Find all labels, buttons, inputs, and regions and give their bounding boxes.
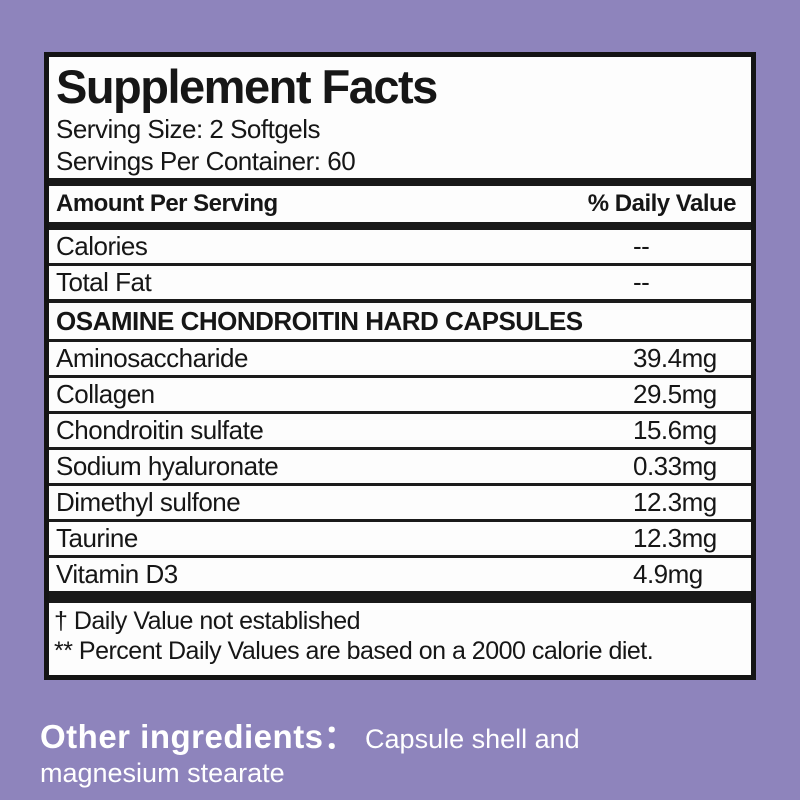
row-value: -- [633,267,650,297]
footnote-line: ** Percent Daily Values are based on a 2… [54,636,654,665]
footnotes: † Daily Value not established ** Percent… [49,603,751,675]
other-ingredients-label: Other ingredients： [40,718,358,755]
row-name: Chondroitin sulfate [56,415,264,445]
footnote-line: † Daily Value not established [54,607,361,635]
table-row: Collagen 29.5mg [49,375,751,411]
panel-title: Supplement Facts [56,60,438,113]
section-header: OSAMINE CHONDROITIN HARD CAPSULES [49,303,751,342]
table-row: Sodium hyaluronate 0.33mg [49,447,751,483]
row-value: 4.9mg [633,559,703,589]
row-name: Aminosaccharide [56,343,248,373]
table-row: Aminosaccharide 39.4mg [49,342,751,375]
row-name: Vitamin D3 [56,559,178,589]
row-name: Sodium hyaluronate [56,451,279,481]
table-row: Taurine 12.3mg [49,519,751,555]
amount-per-serving-header: Amount Per Serving [56,190,278,217]
other-ingredients-text: Capsule shell and magnesium stearate [40,724,580,788]
table-row: Vitamin D3 4.9mg [49,555,751,591]
table-row: Total Fat -- [49,263,751,299]
daily-value-header: % Daily Value [587,190,737,217]
row-name: Taurine [56,523,138,553]
row-name: Collagen [56,379,155,409]
table-row: Chondroitin sulfate 15.6mg [49,411,751,447]
general-rows: Calories -- Total Fat -- [49,230,751,303]
row-name: Total Fat [56,267,152,297]
row-name: Dimethyl sulfone [56,487,241,517]
row-value: -- [633,231,650,261]
table-header: Amount Per Serving % Daily Value [49,186,751,222]
other-ingredients: Other ingredients： Capsule shell and magn… [40,717,640,789]
ingredient-rows: Aminosaccharide 39.4mg Collagen 29.5mg C… [49,342,751,591]
divider-thick-top [49,178,751,186]
row-name: Calories [56,231,148,261]
row-value: 0.33mg [633,451,717,481]
row-value: 39.4mg [633,343,717,373]
divider-thick-bottom [49,591,751,603]
row-value: 29.5mg [633,379,717,409]
divider-thick-header [49,222,751,230]
row-value: 15.6mg [633,415,717,445]
serving-size: Serving Size: 2 Softgels [56,113,321,144]
table-row: Calories -- [49,230,751,263]
row-value: 12.3mg [633,523,717,553]
table-row: Dimethyl sulfone 12.3mg [49,483,751,519]
servings-per-container: Servings Per Container: 60 [56,145,356,176]
supplement-facts-panel: Supplement Facts Serving Size: 2 Softgel… [44,52,756,680]
row-value: 12.3mg [633,487,717,517]
